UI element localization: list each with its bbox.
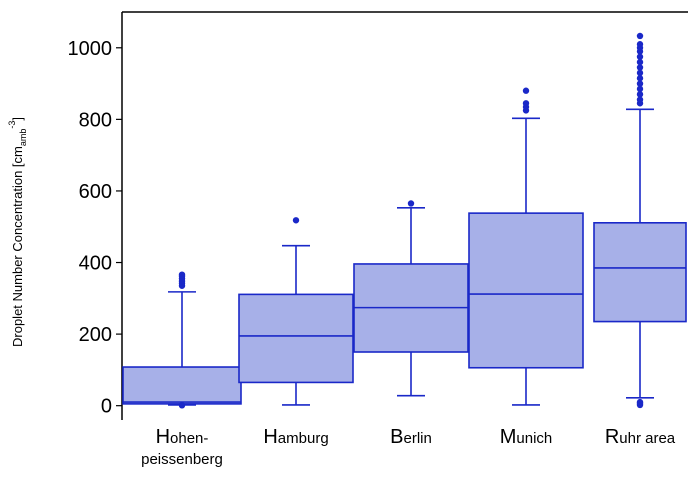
outlier-point: [178, 402, 186, 409]
outlier-point: [636, 80, 644, 87]
x-category-label: Hamburg: [263, 426, 328, 448]
outlier-point: [636, 58, 644, 66]
y-tick-label: 200: [79, 324, 112, 346]
box-iqr: [238, 293, 354, 384]
outlier-point: [636, 41, 644, 48]
outlier-point: [636, 91, 644, 98]
x-category-label: Ruhr area: [605, 426, 676, 448]
outlier-point: [292, 217, 300, 224]
x-category-label: Munich: [500, 426, 553, 448]
y-tick-label: 1000: [68, 38, 113, 60]
y-tick-label: 600: [79, 181, 112, 203]
x-category-label: Hohen-: [156, 426, 209, 448]
y-tick-label: 400: [79, 253, 112, 275]
outlier-point: [636, 85, 644, 93]
outlier-point: [636, 69, 644, 77]
outlier-point: [636, 64, 644, 71]
outlier-point: [636, 96, 644, 103]
y-axis-label-sup: -3: [7, 121, 17, 129]
y-axis-label-close: ]: [10, 117, 25, 121]
outlier-point: [636, 32, 644, 40]
y-axis-label: Droplet Number Concentration [cmamb-3]: [7, 117, 28, 347]
outlier-point: [522, 100, 530, 107]
outlier-point: [636, 398, 644, 406]
outlier-point: [636, 53, 644, 60]
x-category-label-line2: peissenberg: [141, 451, 223, 468]
outlier-point: [407, 200, 415, 207]
y-axis-label-main: Droplet Number Concentration [cm: [10, 146, 25, 347]
outlier-point: [522, 87, 530, 94]
box-iqr: [122, 366, 242, 405]
x-category-label: Berlin: [390, 426, 432, 448]
y-tick-label: 0: [101, 396, 112, 418]
outlier-point: [178, 271, 186, 278]
box-iqr: [468, 212, 584, 369]
box-iqr: [593, 222, 687, 323]
y-tick-label: 800: [79, 109, 112, 131]
svg-text:Droplet Number Concentration [: Droplet Number Concentration [cmamb-3]: [7, 117, 28, 347]
outlier-point: [636, 75, 644, 82]
y-axis-label-sub: amb: [18, 129, 28, 147]
